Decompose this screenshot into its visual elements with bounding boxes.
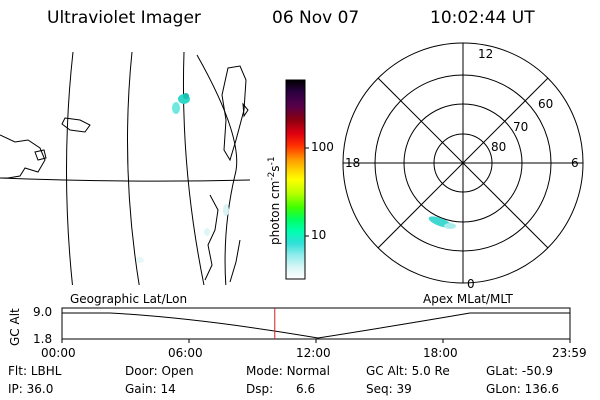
status-glon: GLon: 136.6 [486,382,559,396]
coastline [221,65,247,162]
mlt-label-12: 12 [478,47,494,61]
instrument-title: Ultraviolet Imager [47,8,201,28]
y-tick-1-8: 1.8 [33,332,53,346]
status-ip: IP: 36.0 [8,382,54,396]
status-filter: Flt: LBHL [8,364,62,378]
lat-label-80: 80 [491,140,507,154]
aurora-emission [444,223,456,229]
x-tick-0600: 06:00 [168,346,203,360]
coastline [34,149,47,161]
geographic-title: Geographic Lat/Lon [70,292,188,306]
colorbar-tick-10: 10 [311,228,327,242]
status-mode: Mode: Normal [246,364,330,378]
status-dsp: Dsp: 6.6 [246,382,316,396]
status-door: Door: Open [125,364,194,378]
status-gain: Gain: 14 [125,382,176,396]
colorbar-tick-100: 100 [311,140,334,154]
coastline [242,102,249,118]
latitude-line [0,177,251,182]
mlt-label-0: 0 [467,277,475,291]
meridian-line [66,52,74,285]
status-seq: Seq: 39 [366,382,412,396]
mlt-label-18: 18 [345,156,361,170]
x-tick-1200: 12:00 [296,346,331,360]
x-tick-2359: 23:59 [552,346,587,360]
lat-label-70: 70 [513,120,529,134]
coastline [204,194,219,281]
coastline [61,117,91,133]
time-label: 10:02:44 UT [430,8,535,28]
meridian-line [196,54,238,285]
colorbar-scale [285,79,306,280]
meridian-line [127,52,140,285]
y-tick-9: 9.0 [33,305,53,319]
status-gc-alt: GC Alt: 5.0 Re [366,364,450,378]
meridian-line [182,52,205,285]
aurora-emission [136,93,229,263]
mlt-line-diagonal [377,77,549,249]
coastline [0,134,46,179]
x-tick-1800: 18:00 [423,346,458,360]
coastline [229,239,241,283]
x-tick-0000: 00:00 [41,346,76,360]
altitude-curve [62,312,570,339]
date-label: 06 Nov 07 [272,8,360,28]
lat-label-60: 60 [538,97,554,111]
status-glat: GLat: -50.9 [486,364,553,378]
mlt-label-6: 6 [571,156,579,170]
apex-title: Apex MLat/MLT [423,292,513,306]
